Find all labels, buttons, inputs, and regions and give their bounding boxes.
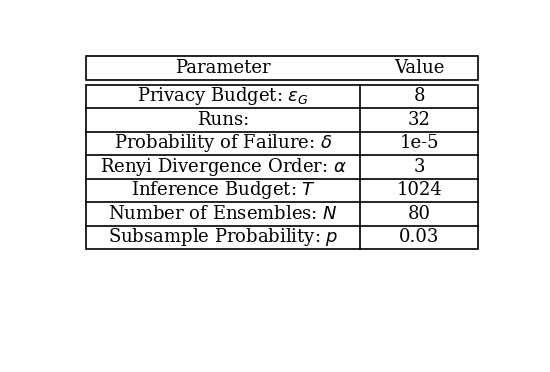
- Text: 3: 3: [414, 158, 425, 176]
- Text: Renyi Divergence Order: $\alpha$: Renyi Divergence Order: $\alpha$: [100, 156, 346, 178]
- Bar: [86, 85, 478, 249]
- Text: Subsample Probability: $p$: Subsample Probability: $p$: [108, 227, 338, 248]
- Text: Runs:: Runs:: [197, 111, 249, 129]
- Text: 1e-5: 1e-5: [399, 134, 439, 153]
- Text: 80: 80: [408, 205, 431, 223]
- Text: Value: Value: [394, 59, 444, 77]
- Text: Inference Budget: $T$: Inference Budget: $T$: [130, 179, 316, 201]
- Text: 0.03: 0.03: [399, 228, 439, 246]
- Text: Number of Ensembles: $N$: Number of Ensembles: $N$: [108, 205, 338, 223]
- Text: Probability of Failure: $\delta$: Probability of Failure: $\delta$: [114, 132, 332, 154]
- Text: 32: 32: [408, 111, 431, 129]
- Text: Parameter: Parameter: [175, 59, 271, 77]
- Text: 8: 8: [414, 87, 425, 106]
- Text: Privacy Budget: $\epsilon_G$: Privacy Budget: $\epsilon_G$: [137, 86, 309, 108]
- Bar: [86, 56, 478, 80]
- Text: 1024: 1024: [396, 182, 442, 199]
